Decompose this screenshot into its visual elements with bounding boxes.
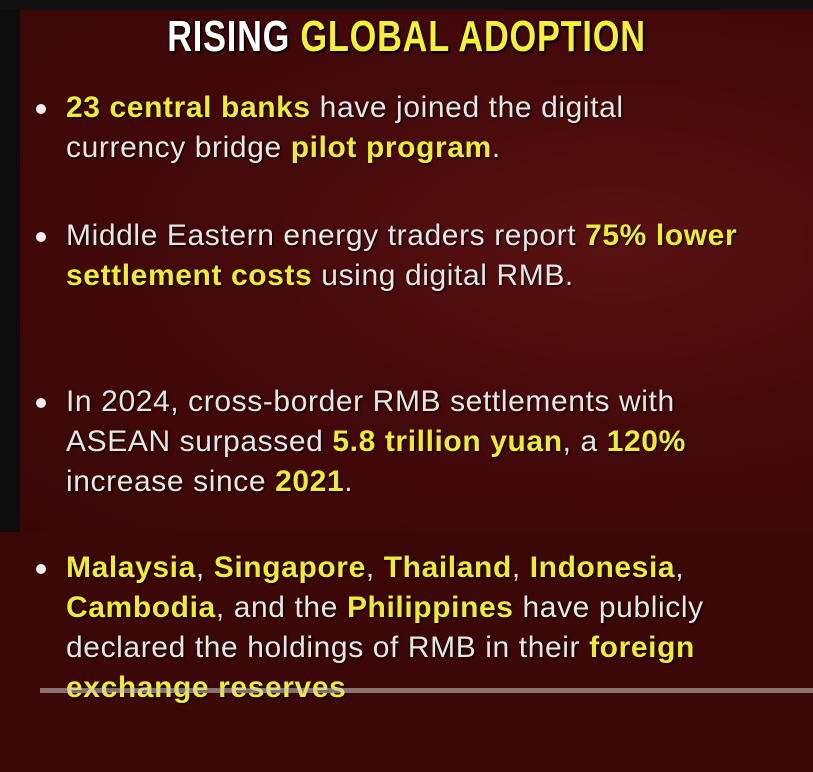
bullet-text: increase since xyxy=(66,465,276,498)
bullet-text: have publicly declared the holdings of R… xyxy=(66,591,704,664)
highlighted-text: pilot program xyxy=(290,131,492,164)
bullet-icon xyxy=(36,104,46,114)
bottom-mask xyxy=(0,742,813,772)
bullet-item: 23 central banks have joined the digital… xyxy=(36,88,746,168)
bullet-item: Middle Eastern energy traders report 75%… xyxy=(36,216,766,296)
slide-background xyxy=(20,10,813,532)
left-bar xyxy=(0,10,20,532)
highlighted-text: Singapore xyxy=(213,551,366,584)
video-progress-bar[interactable] xyxy=(40,688,813,693)
bullet-item: In 2024, cross-border RMB settlements wi… xyxy=(36,382,756,502)
bullet-icon xyxy=(36,564,46,574)
title-white: RISING xyxy=(167,12,301,61)
bullet-text: , xyxy=(511,551,530,584)
highlighted-text: 5.8 trillion yuan xyxy=(332,425,563,458)
highlighted-text: Indonesia xyxy=(529,551,676,584)
bullet-text: In 2024, cross-border RMB settlements wi… xyxy=(66,385,675,458)
highlighted-text: Thailand xyxy=(383,551,512,584)
highlighted-text: Philippines xyxy=(346,591,514,624)
bullet-text: , and the xyxy=(215,591,347,624)
bullet-text: , xyxy=(675,551,685,584)
bullet-icon xyxy=(36,232,46,242)
bullet-icon xyxy=(36,398,46,408)
bullet-text: , xyxy=(365,551,384,584)
bullet-item: Malaysia, Singapore, Thailand, Indonesia… xyxy=(36,548,726,708)
highlighted-text: Malaysia xyxy=(66,551,196,584)
highlighted-text: 75% lower settlement costs xyxy=(66,219,738,292)
bullet-text: Middle Eastern energy traders report xyxy=(66,219,586,252)
title-highlight: GLOBAL ADOPTION xyxy=(300,12,646,61)
bullet-text: using digital RMB. xyxy=(312,259,574,292)
bullet-text: , xyxy=(195,551,214,584)
highlighted-text: 2021 xyxy=(275,465,345,498)
bullet-text: . xyxy=(344,465,354,498)
highlighted-text: foreign exchange reserves xyxy=(66,631,695,704)
bullet-text: . xyxy=(491,131,501,164)
highlighted-text: Cambodia xyxy=(66,591,216,624)
highlighted-text: 23 central banks xyxy=(66,91,311,124)
bullet-text: have joined the digital currency bridge xyxy=(66,91,624,164)
lower-panel xyxy=(0,532,813,772)
slide-title: RISING GLOBAL ADOPTION xyxy=(89,12,723,62)
bullet-text: , a xyxy=(562,425,607,458)
highlighted-text: 120% xyxy=(606,425,686,458)
top-bar xyxy=(0,0,813,10)
